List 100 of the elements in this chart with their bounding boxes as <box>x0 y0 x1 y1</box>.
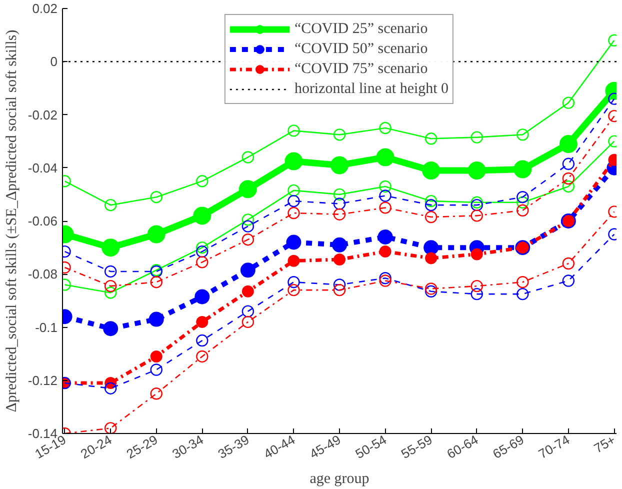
point <box>330 156 348 174</box>
point <box>424 194 438 208</box>
x-axis-title: age group <box>310 470 370 487</box>
point <box>562 257 575 270</box>
point <box>424 198 438 212</box>
point <box>102 238 120 257</box>
point <box>516 196 529 208</box>
point <box>378 229 393 244</box>
point <box>150 350 162 362</box>
x-tick-label: 40-44 <box>261 432 298 462</box>
point <box>562 172 575 185</box>
point <box>104 198 117 212</box>
point <box>196 334 208 347</box>
point <box>238 180 257 198</box>
point <box>242 220 254 232</box>
legend-label: “COVID 25” scenario <box>294 20 428 38</box>
point <box>242 234 254 246</box>
point <box>516 191 529 204</box>
x-tick-label: 45-49 <box>306 432 344 462</box>
point <box>516 288 529 300</box>
point <box>468 162 486 180</box>
point <box>562 180 575 193</box>
point <box>516 204 529 216</box>
point <box>333 198 346 210</box>
point <box>104 382 117 394</box>
point <box>424 132 438 145</box>
point <box>470 196 483 208</box>
point <box>516 276 529 288</box>
point <box>288 194 300 208</box>
point <box>332 237 347 252</box>
point <box>288 284 300 296</box>
point <box>240 262 256 278</box>
point <box>333 278 346 291</box>
point <box>104 265 117 278</box>
point <box>148 312 164 327</box>
point <box>514 160 532 178</box>
point <box>516 128 529 141</box>
point <box>379 180 392 193</box>
point <box>242 285 254 298</box>
point <box>196 350 208 363</box>
point <box>242 305 254 318</box>
point <box>422 162 440 180</box>
point <box>288 184 300 197</box>
legend-label: “COVID 50” scenario <box>294 40 428 58</box>
y-tick-label: -0.1 <box>35 320 58 335</box>
point <box>196 175 208 188</box>
point <box>196 241 208 254</box>
point <box>242 316 254 328</box>
point <box>470 131 483 144</box>
point <box>470 288 483 300</box>
point <box>150 388 162 400</box>
point <box>379 202 392 214</box>
point <box>150 191 162 204</box>
point <box>470 210 483 222</box>
point <box>150 276 162 288</box>
y-tick-label: -0.02 <box>28 107 58 122</box>
point <box>424 282 438 295</box>
point <box>379 246 392 258</box>
point <box>562 96 575 109</box>
point <box>379 274 392 287</box>
point <box>424 240 439 256</box>
point <box>288 206 300 220</box>
legend-label: “COVID 75” scenario <box>294 60 428 78</box>
point <box>470 280 483 292</box>
point <box>333 188 346 201</box>
point <box>425 252 438 264</box>
point <box>103 321 118 336</box>
point <box>194 289 210 304</box>
point <box>334 254 346 266</box>
y-tick-label: 0 <box>50 54 58 70</box>
point <box>104 422 117 434</box>
point <box>333 208 346 220</box>
point <box>379 190 392 202</box>
y-tick-label: 0.02 <box>32 1 58 16</box>
point <box>379 272 392 284</box>
point <box>196 245 208 258</box>
point <box>288 254 300 267</box>
point <box>470 198 483 212</box>
point <box>193 206 212 225</box>
point <box>470 248 483 260</box>
x-tick-label: 75+ <box>591 432 618 456</box>
point <box>424 285 438 298</box>
point <box>288 276 300 288</box>
point <box>379 122 392 134</box>
point <box>147 225 166 244</box>
point <box>562 274 575 287</box>
point <box>333 284 346 296</box>
point <box>242 214 254 226</box>
point <box>559 134 578 153</box>
point <box>196 256 208 268</box>
y-tick-label: -0.04 <box>28 160 58 176</box>
point <box>286 234 302 250</box>
y-tick-label: -0.12 <box>28 372 58 388</box>
point <box>288 124 300 137</box>
point <box>150 364 162 376</box>
point <box>333 128 346 141</box>
point <box>196 316 208 328</box>
point <box>242 151 254 164</box>
y-axis-title: Δpredicted_social soft skills (±SE_Δpredicted social soft skills) <box>4 30 20 412</box>
point <box>284 152 303 170</box>
